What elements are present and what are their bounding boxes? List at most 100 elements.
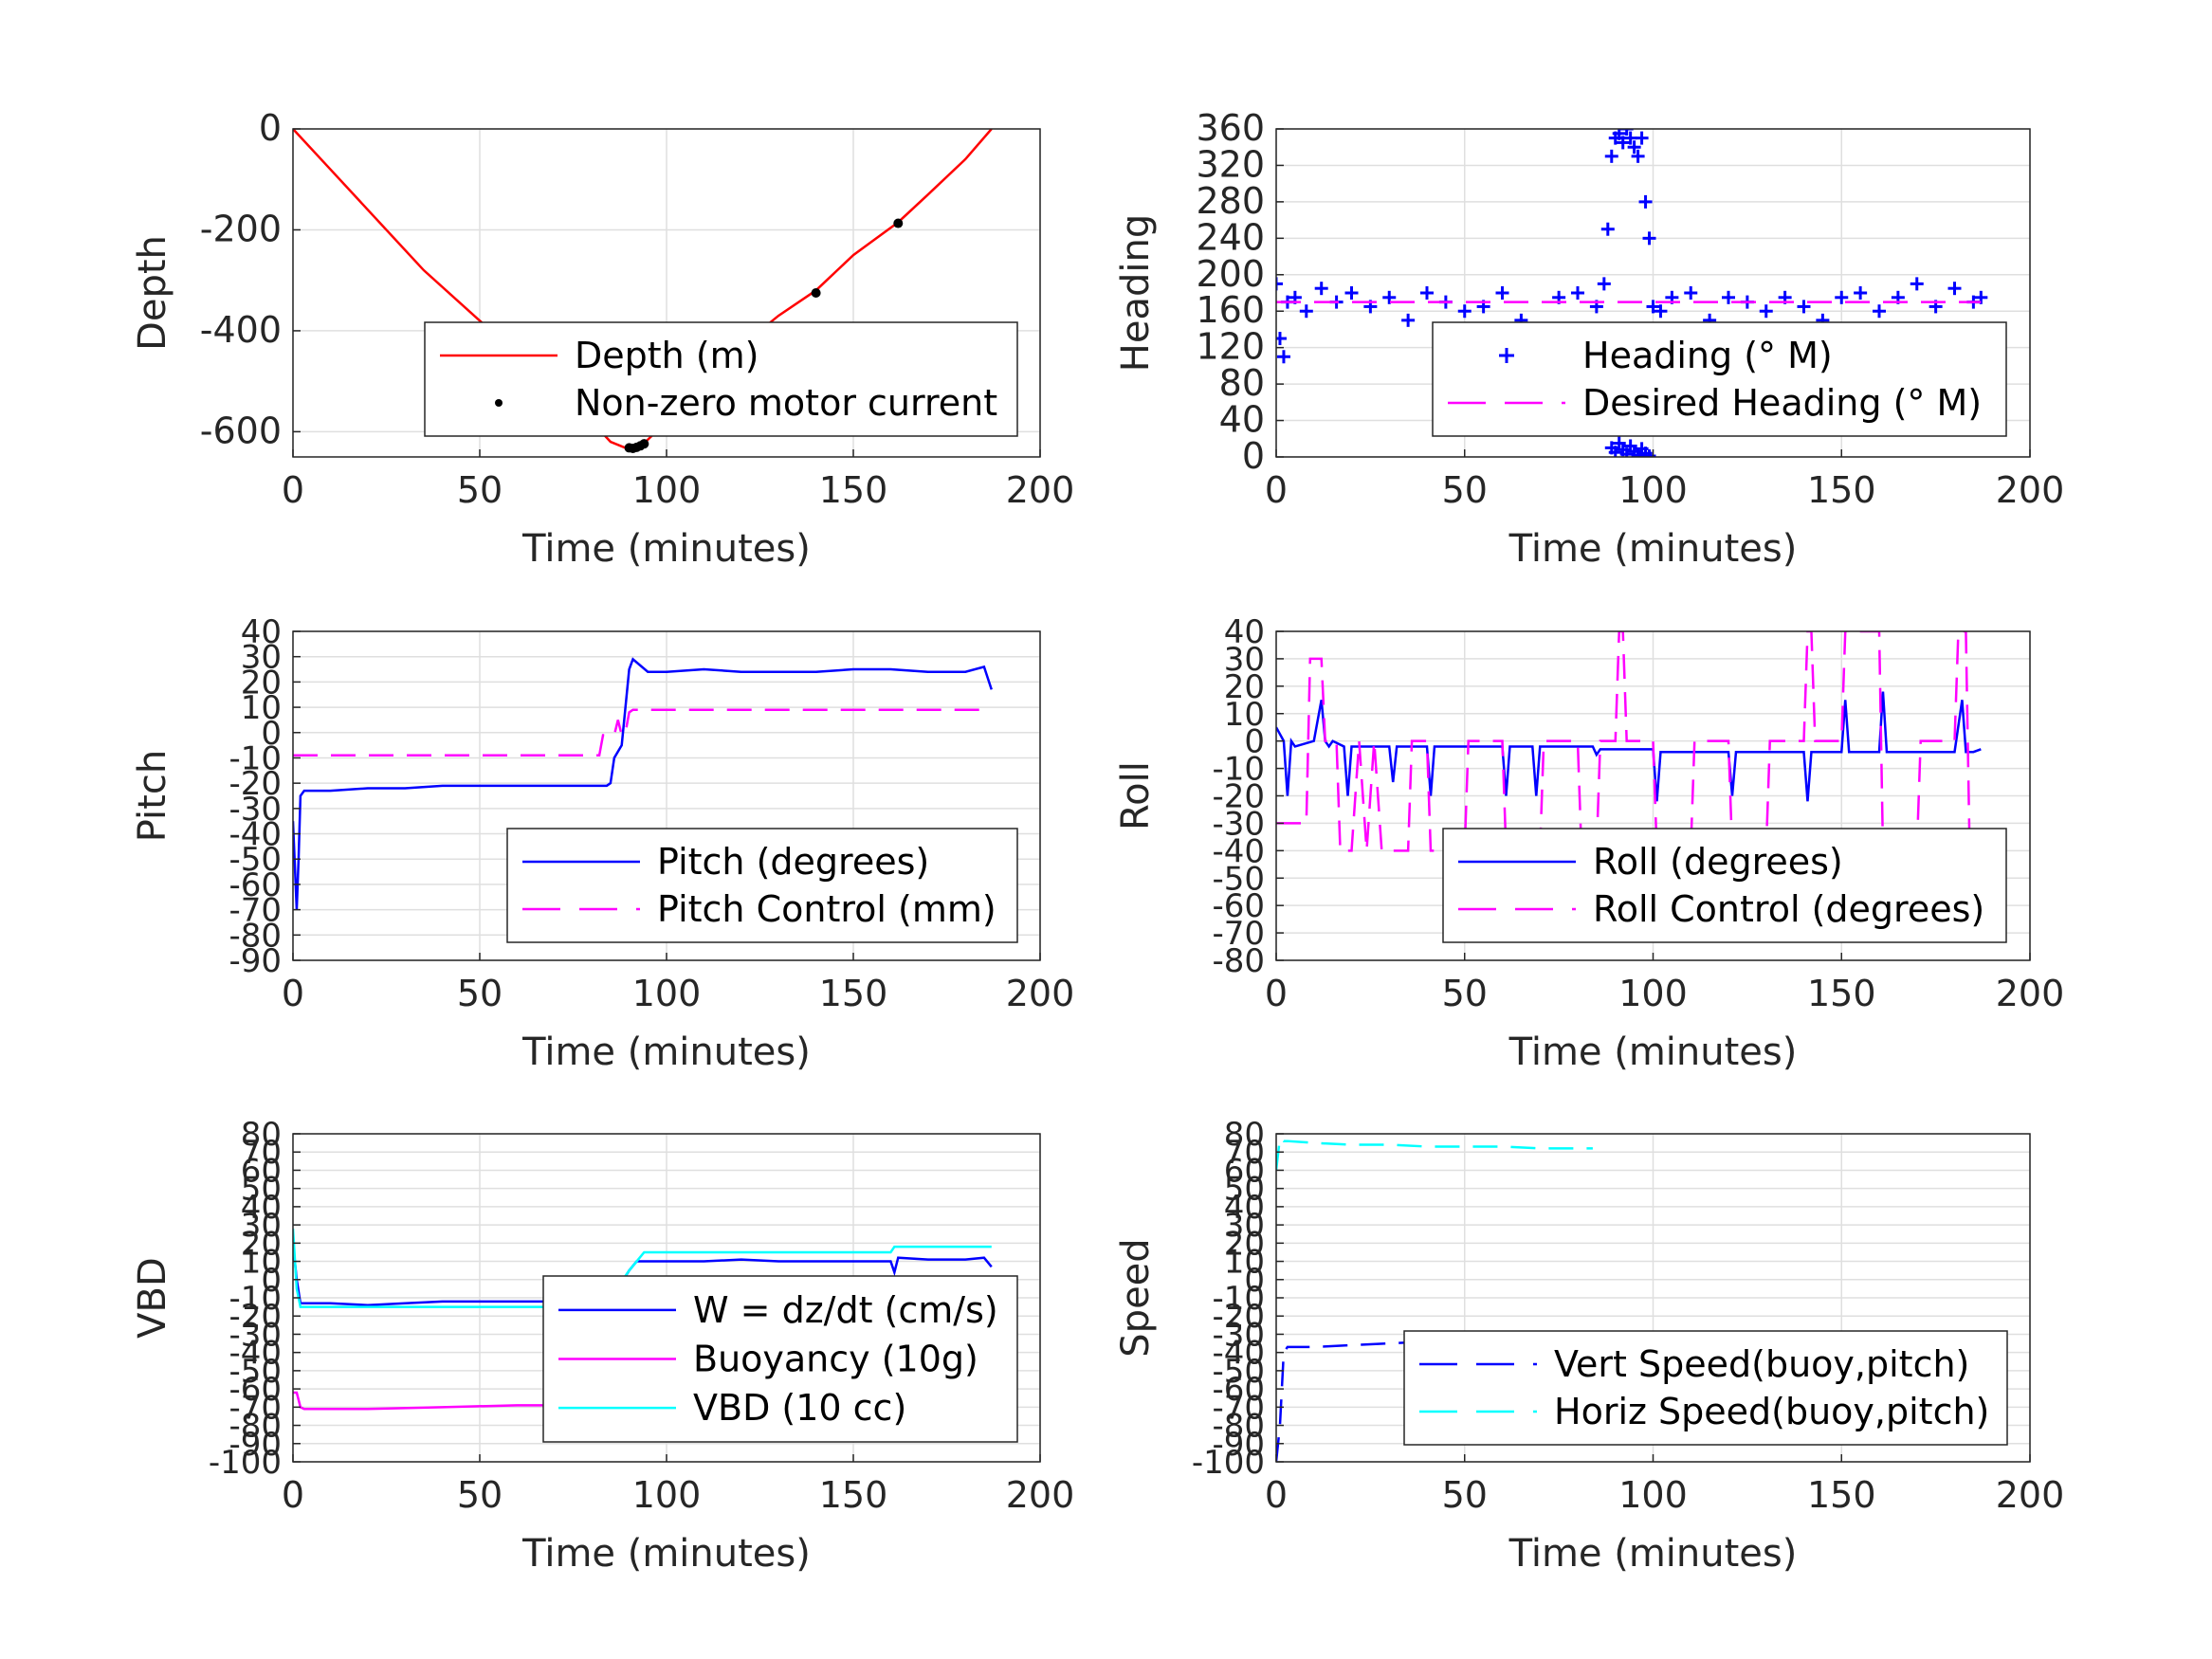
- x-tick-label: 150: [1807, 973, 1876, 1014]
- y-tick-label: -60: [1212, 1371, 1265, 1409]
- series-layer: [293, 657, 993, 910]
- legend-entry-label: Buoyancy (10g): [693, 1339, 978, 1380]
- y-tick-label: 0: [1242, 435, 1265, 477]
- y-tick-label: -80: [1212, 1408, 1265, 1446]
- y-tick-label: 80: [241, 1116, 282, 1154]
- data-point: [1947, 282, 1962, 296]
- y-tick-label: -60: [229, 1371, 282, 1409]
- data-point: [1910, 277, 1924, 291]
- data-point: [1854, 286, 1868, 300]
- x-tick-label: 0: [1265, 1474, 1288, 1516]
- x-tick-label: 100: [632, 469, 702, 511]
- data-point: [1635, 131, 1649, 145]
- data-point: [1835, 290, 1849, 304]
- legend: Vert Speed(buoy,pitch) Horiz Speed(buoy,p…: [1403, 1330, 2008, 1446]
- y-tick-label: 60: [1224, 1152, 1265, 1190]
- y-tick-label: -90: [229, 1426, 282, 1464]
- data-point: [893, 218, 904, 228]
- y-tick-label: -50: [1212, 860, 1265, 898]
- data-point: [1457, 304, 1472, 319]
- chart-panel-6: 0 50 100 150 20080706050403020100-10-20-30-4…: [1114, 1116, 2064, 1576]
- y-tick-label: 60: [241, 1152, 282, 1190]
- data-point: [1627, 140, 1641, 155]
- y-tick-label: -20: [229, 765, 282, 803]
- data-point: [1654, 304, 1668, 319]
- y-tick-label: 120: [1196, 326, 1265, 368]
- data-point: [1495, 286, 1509, 300]
- y-tick-label: -50: [229, 1353, 282, 1391]
- y-tick-label: -60: [1212, 887, 1265, 925]
- y-tick-label: 30: [241, 639, 282, 677]
- series-layer: [1276, 631, 1982, 852]
- data-point: [1638, 194, 1653, 209]
- y-tick-label: -60: [229, 866, 282, 904]
- y-tick-label: -40: [1212, 1335, 1265, 1373]
- y-tick-label: -70: [1212, 1389, 1265, 1427]
- y-tick-label: -80: [1212, 942, 1265, 980]
- chart-panel-2: 0 50 100 150 20004080120160200240280320360Ti…: [1114, 107, 2064, 571]
- legend-box: [1403, 1330, 2008, 1446]
- legend: Depth (m) Non-zero motor current: [424, 321, 1018, 437]
- y-tick-label: 0: [261, 1262, 282, 1300]
- y-tick-label: 20: [1224, 668, 1265, 706]
- legend-entry-label: Non-zero motor current: [575, 382, 997, 424]
- x-tick-label: 100: [632, 973, 702, 1014]
- y-tick-label: -70: [229, 892, 282, 930]
- legend-entry-label: Roll (degrees): [1593, 841, 1843, 883]
- data-point: [1619, 129, 1634, 136]
- y-tick-label: -50: [229, 841, 282, 879]
- data-point: [1619, 447, 1634, 457]
- y-tick-label: -10: [229, 1280, 282, 1318]
- y-tick-label: 10: [1224, 696, 1265, 734]
- y-tick-label: -200: [200, 208, 282, 249]
- legend-entry-label: Heading (° M): [1582, 335, 1833, 376]
- x-tick-label: 150: [819, 1474, 888, 1516]
- y-tick-label: -30: [229, 1316, 282, 1354]
- legend-entry-label: Roll Control (degrees): [1593, 888, 1984, 930]
- legend-box: [1432, 321, 2007, 437]
- y-tick-label: -20: [229, 1298, 282, 1336]
- y-tick-label: -10: [1212, 1280, 1265, 1318]
- y-tick-label: -70: [229, 1389, 282, 1427]
- data-point: [1401, 313, 1416, 327]
- y-tick-label: 30: [1224, 641, 1265, 679]
- y-tick-label: -90: [229, 942, 282, 980]
- y-tick-label: -80: [229, 917, 282, 955]
- y-axis-label: VBD: [131, 1257, 174, 1339]
- y-tick-label: 10: [241, 689, 282, 727]
- legend-entry-label: VBD (10 cc): [693, 1387, 906, 1429]
- legend-box: [506, 828, 1018, 943]
- data-point: [1616, 136, 1630, 150]
- y-tick-label: -30: [1212, 805, 1265, 843]
- x-tick-label: 50: [1442, 973, 1488, 1014]
- y-tick-label: 50: [1224, 1171, 1265, 1209]
- y-tick-label: 40: [241, 613, 282, 651]
- data-point: [1797, 300, 1811, 314]
- y-tick-label: 20: [241, 664, 282, 702]
- x-tick-label: 100: [1618, 1474, 1688, 1516]
- series-2-line: [1276, 1135, 1593, 1171]
- x-axis-label: Time (minutes): [1508, 1030, 1798, 1074]
- y-axis-label: Pitch: [131, 750, 174, 842]
- chart-panel-1: 0 50 100 150 200 0 -200 -400 -600 Time (minutes) D…: [131, 107, 1074, 571]
- y-tick-label: 20: [1224, 1225, 1265, 1263]
- y-tick-label: -30: [229, 791, 282, 829]
- y-tick-label: -600: [200, 410, 282, 451]
- y-tick-label: 50: [241, 1171, 282, 1209]
- series-2-line: [1276, 631, 1982, 852]
- y-tick-label: 0: [259, 107, 282, 149]
- y-tick-label: 30: [1224, 1207, 1265, 1245]
- x-tick-label: 200: [1006, 1474, 1075, 1516]
- y-tick-label: 10: [241, 1244, 282, 1282]
- x-tick-label: 50: [457, 1474, 503, 1516]
- data-point: [1314, 282, 1328, 296]
- x-tick-label: 150: [1807, 1474, 1876, 1516]
- y-tick-label: -10: [1212, 751, 1265, 789]
- y-tick-label: -90: [1212, 1426, 1265, 1464]
- legend: Pitch (degrees) Pitch Control (mm): [506, 828, 1018, 943]
- chart-panel-3: 0 50 100 150 200403020100-10-20-30-40-50-60-…: [131, 613, 1074, 1074]
- legend-box: [1442, 828, 2007, 943]
- legend-entry-label: Pitch (degrees): [657, 841, 929, 883]
- x-axis-label: Time (minutes): [1508, 527, 1798, 571]
- data-point: [1299, 304, 1313, 319]
